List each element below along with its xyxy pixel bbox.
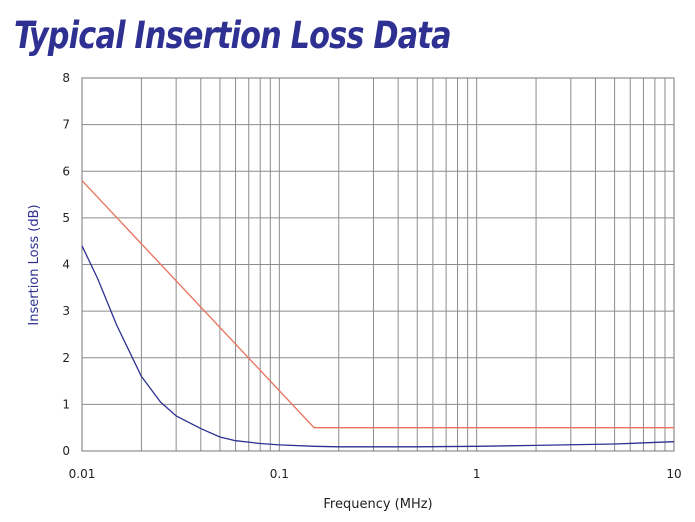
grid-lines bbox=[81, 77, 675, 452]
y-axis-ticks: 0 1 2 3 4 5 6 7 8 bbox=[62, 71, 70, 458]
x-axis-ticks: 0.01 0.1 1 10 bbox=[69, 467, 682, 481]
x-tick-label: 1 bbox=[473, 467, 481, 481]
y-tick-label: 8 bbox=[62, 71, 70, 85]
y-tick-label: 7 bbox=[62, 118, 70, 132]
y-tick-label: 0 bbox=[62, 444, 70, 458]
chart-title: Typical Insertion Loss Data bbox=[14, 14, 452, 57]
y-tick-label: 5 bbox=[62, 211, 70, 225]
y-tick-label: 4 bbox=[62, 258, 70, 272]
series-line-2 bbox=[81, 245, 675, 448]
x-tick-label: 10 bbox=[666, 467, 681, 481]
x-axis-label: Frequency (MHz) bbox=[323, 497, 432, 512]
y-tick-label: 1 bbox=[62, 397, 70, 411]
series-line-1 bbox=[81, 180, 674, 429]
y-axis-label: Insertion Loss (dB) bbox=[27, 204, 42, 325]
x-tick-label: 0.01 bbox=[69, 467, 96, 481]
y-tick-label: 6 bbox=[62, 164, 70, 178]
plot-border bbox=[81, 77, 675, 452]
x-tick-label: 0.1 bbox=[270, 467, 289, 481]
y-tick-label: 3 bbox=[62, 304, 70, 318]
series-lines bbox=[81, 180, 675, 448]
y-tick-label: 2 bbox=[62, 351, 70, 365]
